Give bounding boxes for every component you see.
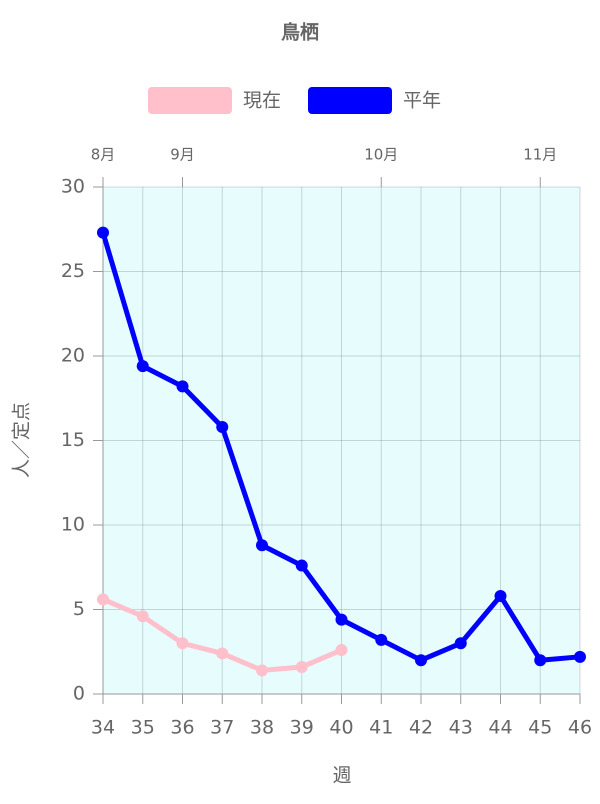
x-tick-label: 43 — [449, 717, 473, 739]
point — [176, 637, 189, 650]
top-tick-label: 9月 — [170, 146, 195, 164]
point — [97, 226, 109, 239]
point — [256, 539, 268, 552]
x-tick-label: 44 — [488, 717, 512, 739]
point — [295, 559, 308, 572]
x-axis-label: 週 — [332, 765, 351, 787]
legend-label: 現在 — [243, 90, 281, 112]
chart-title: 鳥栖 — [281, 21, 319, 44]
point — [534, 654, 547, 667]
point — [256, 664, 268, 677]
y-axis-label: 人／定点 — [11, 402, 33, 478]
x-tick-label: 36 — [170, 717, 194, 739]
point — [295, 660, 308, 673]
point — [216, 647, 229, 660]
y-tick-label: 15 — [61, 429, 85, 451]
x-tick-label: 41 — [369, 717, 393, 739]
x-tick-label: 40 — [329, 717, 353, 739]
x-tick-label: 46 — [568, 717, 592, 739]
y-tick-label: 0 — [73, 683, 85, 705]
x-tick-label: 42 — [409, 717, 433, 739]
plot-area — [103, 187, 580, 694]
y-tick-label: 5 — [73, 598, 85, 620]
y-tick-label: 25 — [61, 260, 85, 282]
point — [176, 380, 189, 393]
x-tick-label: 45 — [528, 717, 552, 739]
point — [454, 637, 467, 650]
x-tick-label: 37 — [210, 717, 234, 739]
point — [335, 613, 348, 626]
top-tick-label: 8月 — [91, 146, 116, 164]
point — [335, 644, 348, 657]
point — [375, 633, 388, 646]
legend-swatch[interactable] — [148, 87, 232, 114]
legend-label: 平年 — [403, 90, 441, 112]
top-tick-label: 10月 — [364, 146, 398, 164]
top-tick-label: 11月 — [523, 146, 557, 164]
y-tick-label: 20 — [61, 345, 85, 367]
x-tick-label: 34 — [91, 717, 115, 739]
point — [494, 589, 507, 602]
point — [415, 654, 427, 667]
legend-swatch[interactable] — [308, 87, 392, 114]
x-tick-label: 35 — [131, 717, 155, 739]
x-tick-label: 38 — [250, 717, 274, 739]
x-tick-label: 39 — [290, 717, 314, 739]
y-tick-label: 10 — [61, 514, 85, 536]
point — [216, 420, 229, 433]
point — [97, 593, 109, 606]
y-tick-label: 30 — [61, 176, 85, 198]
point — [136, 360, 149, 373]
point — [574, 650, 586, 663]
point — [136, 610, 149, 623]
